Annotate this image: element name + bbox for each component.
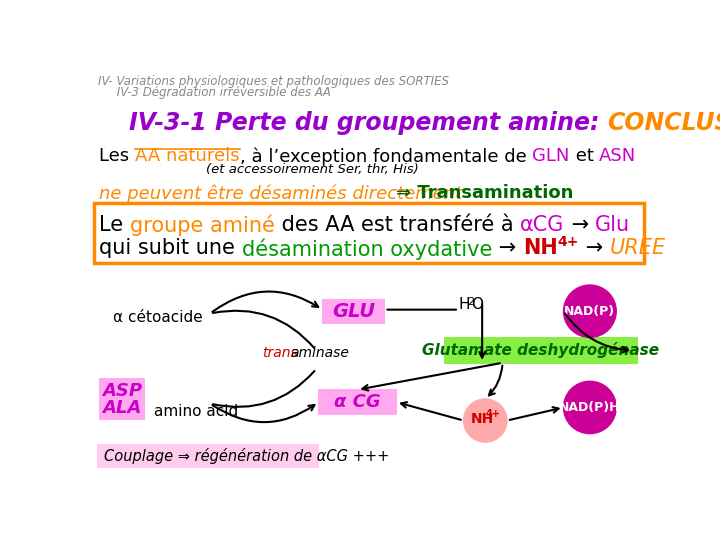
Text: Les: Les	[99, 147, 135, 165]
FancyBboxPatch shape	[99, 378, 145, 420]
Text: NH: NH	[471, 412, 494, 426]
Text: NH: NH	[523, 238, 558, 258]
Text: GLN: GLN	[532, 147, 570, 165]
Circle shape	[564, 381, 616, 434]
Text: (et accessoirement Ser, thr, His): (et accessoirement Ser, thr, His)	[206, 164, 419, 177]
Text: NAD(P): NAD(P)	[564, 305, 616, 318]
Text: Glutamate deshydrogénase: Glutamate deshydrogénase	[423, 342, 660, 359]
Text: Couplage ⇒ régénération de αCG +++: Couplage ⇒ régénération de αCG +++	[104, 448, 390, 464]
Text: O: O	[472, 298, 483, 312]
Text: ASN: ASN	[599, 147, 636, 165]
Text: amino acid: amino acid	[153, 403, 238, 418]
FancyBboxPatch shape	[97, 444, 320, 468]
Text: 2: 2	[467, 298, 474, 307]
Text: IV- Variations physiologiques et pathologiques des SORTIES: IV- Variations physiologiques et patholo…	[98, 75, 449, 88]
Text: ASP: ASP	[102, 382, 142, 400]
Circle shape	[564, 285, 616, 338]
FancyBboxPatch shape	[318, 389, 397, 415]
FancyBboxPatch shape	[444, 338, 638, 363]
Text: →: →	[492, 238, 523, 258]
Text: →: →	[564, 215, 595, 235]
FancyBboxPatch shape	[94, 204, 644, 264]
Text: ne peuvent être désaminés directement: ne peuvent être désaminés directement	[99, 184, 462, 202]
Text: trans: trans	[262, 346, 298, 360]
Text: α cétoacide: α cétoacide	[113, 309, 203, 325]
Text: des AA est transféré à: des AA est transféré à	[275, 215, 520, 235]
Text: Le: Le	[99, 215, 130, 235]
Text: →: →	[579, 238, 610, 258]
Text: NAD(P)H: NAD(P)H	[559, 401, 621, 414]
Text: 4+: 4+	[485, 409, 500, 420]
Circle shape	[464, 399, 507, 442]
Text: α CG: α CG	[334, 393, 381, 411]
Text: , à l’exception fondamentale de: , à l’exception fondamentale de	[240, 147, 532, 166]
Text: UREE: UREE	[610, 238, 666, 258]
Text: désamination oxydative: désamination oxydative	[242, 238, 492, 260]
Text: 4+: 4+	[558, 235, 579, 249]
Text: CONCLUSION: CONCLUSION	[608, 111, 720, 135]
Text: aminase: aminase	[291, 346, 350, 360]
FancyBboxPatch shape	[322, 299, 385, 323]
Text: H: H	[459, 298, 470, 312]
Text: IV-3-1 Perte du groupement amine:: IV-3-1 Perte du groupement amine:	[129, 111, 608, 135]
Text: αCG: αCG	[520, 215, 564, 235]
Text: ALA: ALA	[102, 399, 141, 417]
Text: et: et	[570, 147, 599, 165]
Text: AA naturels: AA naturels	[135, 147, 240, 165]
Text: GLU: GLU	[332, 302, 375, 321]
Text: ⇒ Transamination: ⇒ Transamination	[396, 184, 574, 202]
Text: Glu: Glu	[595, 215, 631, 235]
Text: groupe aminé: groupe aminé	[130, 215, 275, 237]
Text: qui subit une: qui subit une	[99, 238, 242, 258]
Text: IV-3 Dégradation irréversible des AA: IV-3 Dégradation irréversible des AA	[98, 85, 330, 99]
